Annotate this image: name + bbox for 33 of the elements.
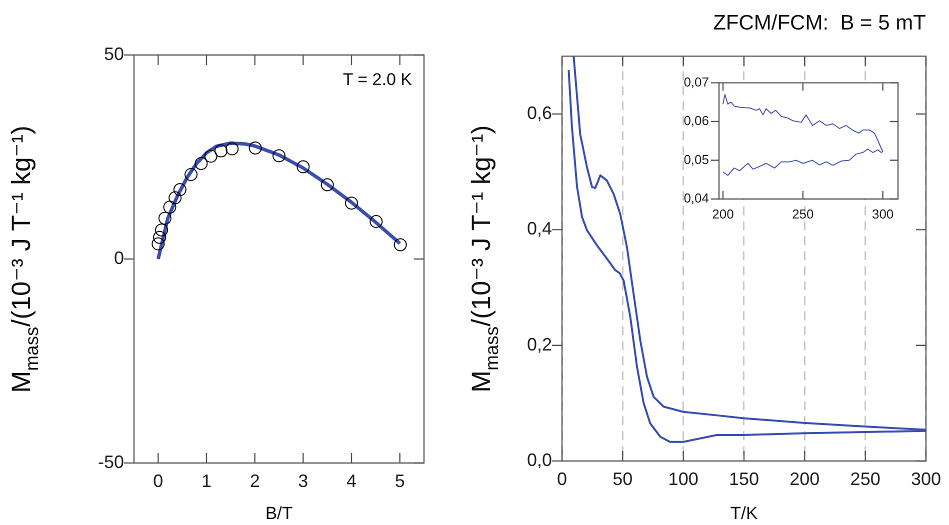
x-tick-label: 100	[668, 468, 698, 489]
x-tick-label: 50	[612, 468, 633, 489]
y-tick-label: 0,2	[526, 334, 552, 354]
y-tick-label: 0,05	[684, 152, 709, 167]
annotation: T = 2.0 K	[342, 70, 413, 89]
x-axis-title: T/K	[730, 503, 758, 523]
x-tick-label: 200	[712, 206, 734, 222]
x-tick-label: 2	[250, 470, 260, 491]
y-tick-label: 0,06	[684, 113, 709, 128]
x-tick-label: 150	[728, 468, 760, 489]
x-tick-label: 200	[790, 468, 820, 489]
y-tick-label: 50	[104, 44, 124, 64]
x-tick-label: 250	[792, 206, 814, 222]
x-axis-title: B/T	[265, 503, 293, 523]
y-axis-title: Mmass/(10⁻³ J T⁻¹ kg⁻¹)	[6, 126, 42, 393]
y-tick-label: 0	[114, 248, 124, 268]
chart-title: ZFCM/FCM: B = 5 mT	[713, 11, 926, 34]
y-tick-label: 0,0	[526, 450, 552, 470]
x-tick-label: 0	[556, 468, 568, 489]
y-tick-label: 0,07	[684, 74, 709, 90]
x-tick-label: 300	[872, 206, 894, 222]
x-tick-label: 3	[298, 470, 308, 491]
y-tick-label: 0,04	[684, 190, 709, 206]
x-tick-label: 4	[346, 470, 357, 491]
y-axis-title: Mmass/(10⁻³ J T⁻¹ kg⁻¹)	[466, 125, 502, 392]
x-tick-label: 250	[850, 468, 880, 489]
y-tick-label: -50	[98, 452, 124, 472]
y-tick-label: 0,6	[526, 102, 552, 123]
x-tick-label: 300	[910, 468, 942, 489]
x-tick-label: 5	[394, 470, 405, 491]
x-tick-label: 0	[153, 470, 164, 491]
x-tick-label: 1	[201, 470, 212, 491]
y-tick-label: 0,4	[526, 218, 552, 239]
